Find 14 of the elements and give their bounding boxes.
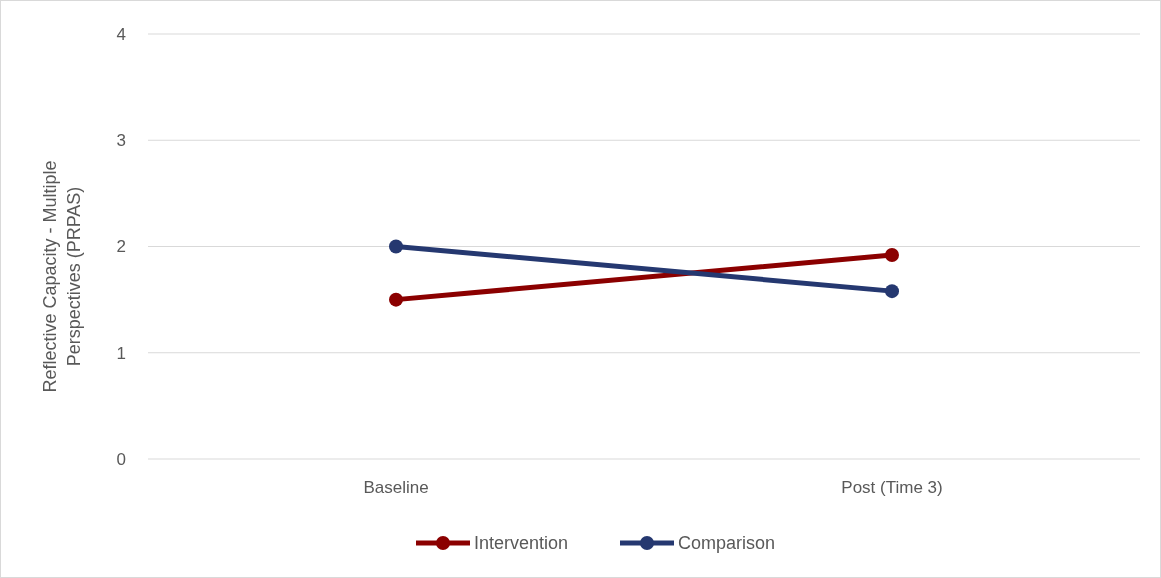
legend-label: Intervention [474,533,569,554]
point [885,284,899,299]
y-tick-label: 1 [116,343,126,363]
y-tick-label: 3 [116,131,126,151]
x-tick-label: Baseline [363,478,429,497]
point [885,248,899,262]
y-tick-label: 2 [116,237,126,257]
point [389,292,403,307]
y-axis-title: Reflective Capacity - Multiple Perspectives (PRPAS) [40,160,84,393]
point [389,239,403,254]
y-tick-label: 4 [116,24,126,44]
legend-label: Comparison [678,533,776,554]
x-tick-label: Post (Time 3) [841,478,943,497]
y-tick-label: 0 [116,449,126,469]
